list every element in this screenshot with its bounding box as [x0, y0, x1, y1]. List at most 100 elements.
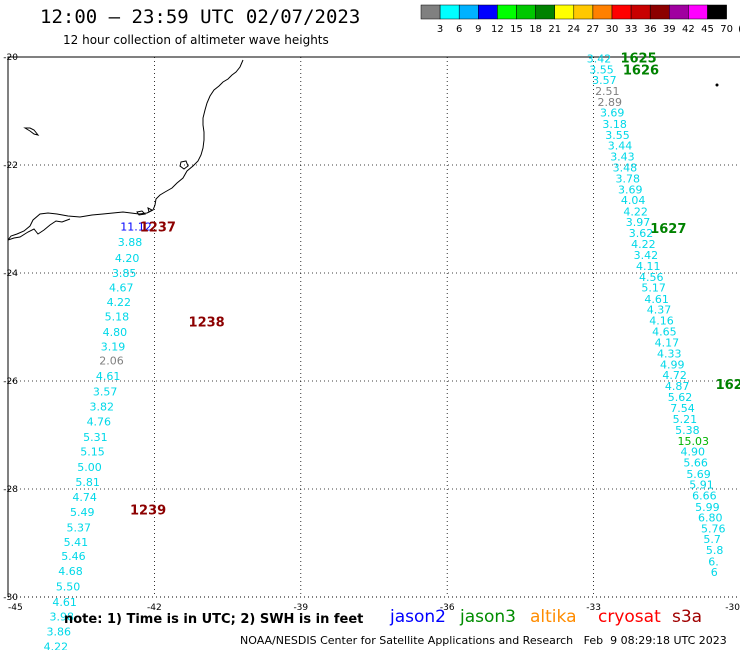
legend-swatch [497, 4, 517, 20]
pass-time-label: 1239 [130, 504, 166, 519]
map-grid [7, 56, 740, 598]
wave-height-label: 5.69 [686, 468, 711, 481]
legend-tick-label: 45 [701, 24, 714, 35]
map-frame [7, 56, 740, 597]
legend-tick-label: 39 [663, 24, 676, 35]
wave-height-label: 5.66 [683, 457, 708, 470]
wave-height-label: 5.8 [706, 544, 724, 557]
wave-height-label: 4.61 [644, 293, 669, 306]
lon-tick-label: -30 [725, 603, 740, 613]
footer-note: note: 1) Time is in UTC; 2) SWH is in fe… [64, 612, 364, 627]
wave-height-label: 11.12 [120, 221, 151, 234]
wave-height-label: 4.22 [107, 296, 131, 309]
wave-height-label: 5.91 [689, 479, 714, 492]
wave-height-label: 4.90 [680, 446, 705, 459]
legend-tick-label: 42 [682, 24, 695, 35]
wave-height-label: 2.06 [99, 354, 124, 367]
wave-height-label: 3.44 [608, 140, 633, 153]
coastline-segment [7, 59, 244, 241]
wave-height-label: 4.37 [647, 304, 672, 317]
legend-swatch [611, 4, 632, 20]
wave-height-label: 4.99 [660, 358, 685, 371]
wave-height-label: 4.80 [103, 326, 128, 339]
wave-height-label: 5.7 [703, 533, 721, 546]
wave-height-label: 15.03 [678, 435, 710, 448]
wave-height-label: 3.78 [616, 173, 641, 186]
legend-tick-label: 21 [548, 24, 561, 35]
pass-time-label: 1625 [620, 52, 656, 67]
wave-height-label: 3.43 [610, 150, 635, 163]
legend-tick-label: 70 [720, 24, 733, 35]
wave-height-label: 2.89 [598, 96, 623, 109]
wave-height-label: 3.48 [613, 162, 638, 175]
lat-tick-label: -26 [3, 377, 18, 387]
pass-time-label: 1238 [189, 316, 225, 331]
legend-swatch [592, 4, 613, 20]
lon-tick-label: -33 [586, 603, 601, 613]
pass-time-label: 1237 [140, 221, 176, 236]
wave-height-label: 4.33 [657, 347, 682, 360]
lat-tick-label: -28 [3, 485, 18, 495]
wave-height-label: 3.85 [112, 267, 137, 280]
legend-swatch [420, 4, 441, 20]
legend-tick-label: 24 [567, 24, 580, 35]
wave-height-label: 5.46 [61, 550, 86, 563]
wave-height-label: 4.76 [87, 416, 112, 429]
coastline-segment [147, 207, 153, 213]
map-subtitle: 12 hour collection of altimeter wave hei… [63, 33, 329, 47]
wave-height-label: 4.72 [662, 369, 687, 382]
legend-tick-label: 6 [456, 24, 462, 35]
wave-height-label: 3.88 [118, 236, 143, 249]
wave-height-label: 3.57 [592, 74, 617, 87]
lon-tick-label: -36 [440, 603, 455, 613]
legend-tick-label: 12 [491, 24, 504, 35]
wave-height-label: 7.54 [670, 402, 695, 415]
wave-height-label: 3.97 [626, 216, 651, 229]
wave-height-label: 3.86 [47, 626, 72, 639]
pass-time-label: 1628 [716, 378, 740, 393]
sat-label-altika: altika [530, 607, 577, 627]
legend-swatch [649, 4, 670, 20]
wave-height-label: 5.21 [673, 413, 698, 426]
wave-height-label: 5.99 [695, 501, 720, 514]
wave-height-label: 4.16 [649, 315, 674, 328]
coastline-segment [23, 127, 40, 136]
wave-height-label: 5.17 [641, 282, 666, 295]
wave-height-label: 3.69 [618, 183, 643, 196]
legend-swatch [439, 4, 460, 20]
legend-tick-label: 36 [644, 24, 657, 35]
lat-tick-label: -30 [3, 593, 18, 603]
map-title: 12:00 – 23:59 UTC 02/07/2023 [40, 6, 361, 28]
wave-height-label: 3.82 [89, 400, 114, 413]
legend-swatch [630, 4, 651, 20]
legend-swatch [688, 4, 708, 20]
wave-height-label: 5.00 [77, 461, 102, 474]
legend-tick-label: 27 [587, 24, 600, 35]
wave-height-label: 4.68 [58, 565, 83, 578]
wave-height-label: 4.61 [52, 596, 77, 609]
wave-height-label: 6.66 [692, 489, 717, 502]
island-dot [715, 83, 719, 87]
axis-ticks: -20-22-24-26-28-30-45 -42 -39 -36 -33 -30 [3, 53, 740, 613]
wave-height-label: 6 [711, 566, 718, 579]
sat-label-s3a: s3a [672, 607, 703, 627]
legend-swatch [535, 4, 555, 20]
wave-height-label: 3.42 [634, 249, 659, 262]
wave-height-label: 5.31 [83, 431, 108, 444]
sat-label-jason3: jason3 [460, 607, 516, 627]
wave-height-label: 3.55 [605, 129, 630, 142]
wave-height-label: 4.20 [115, 252, 140, 265]
credit-line: NOAA/NESDIS Center for Satellite Applica… [240, 634, 727, 647]
wave-height-label: 5.76 [701, 522, 726, 535]
wave-height-label: 4.22 [631, 238, 656, 251]
lon-tick-label: -42 [147, 603, 162, 613]
wave-height-label: 5.81 [75, 476, 100, 489]
legend-swatch [516, 4, 536, 20]
coastline-segment [179, 160, 189, 170]
sat-label-jason2: jason2 [390, 607, 446, 627]
wave-height-label: 3.55 [589, 63, 614, 76]
legend-tick-label: 15 [510, 24, 523, 35]
coastline-segment [7, 218, 71, 241]
wave-height-label: 3.98 [49, 610, 73, 623]
